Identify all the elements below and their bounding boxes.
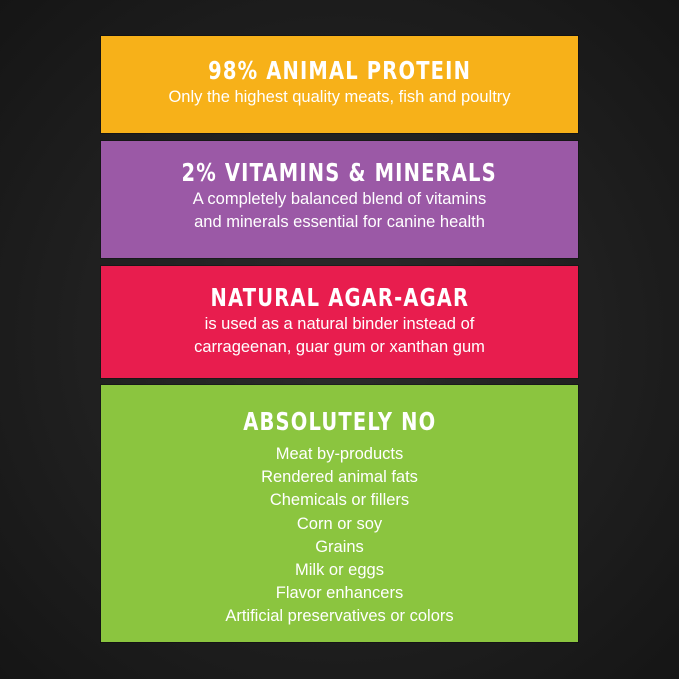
panel-text: A completely balanced blend of vitamins [192, 190, 487, 208]
list-item: Chemicals or fillers [269, 491, 410, 510]
panel-text: Only the highest quality meats, fish and… [168, 88, 511, 106]
list-item: Rendered animal fats [261, 468, 418, 487]
agar-agar-panel: NATURAL AGAR-AGAR is used as a natural b… [101, 266, 578, 378]
panel-text: is used as a natural binder instead of [204, 315, 475, 333]
panel-title: NATURAL AGAR-AGAR [210, 283, 469, 312]
panel-text: and minerals essential for canine health [194, 213, 485, 231]
list-item: Milk or eggs [295, 561, 384, 580]
list-item: Corn or soy [296, 514, 383, 533]
list-item: Meat by-products [275, 445, 404, 463]
panel-title: 98% ANIMAL PROTEIN [208, 56, 471, 85]
panel-title: 2% VITAMINS & MINERALS [181, 158, 498, 187]
list-item: Grains [315, 537, 364, 556]
panel-text: carrageenan, guar gum or xanthan gum [194, 338, 485, 356]
list-item: Artificial preservatives or colors [225, 607, 454, 626]
animal-protein-panel: 98% ANIMAL PROTEIN Only the highest qual… [101, 36, 578, 133]
vitamins-minerals-panel: 2% VITAMINS & MINERALS A completely bala… [101, 141, 578, 258]
absolutely-no-panel: ABSOLUTELY NO Meat by-products Rendered … [101, 385, 578, 642]
panel-title: ABSOLUTELY NO [242, 407, 437, 436]
list-item: Flavor enhancers [275, 584, 404, 603]
